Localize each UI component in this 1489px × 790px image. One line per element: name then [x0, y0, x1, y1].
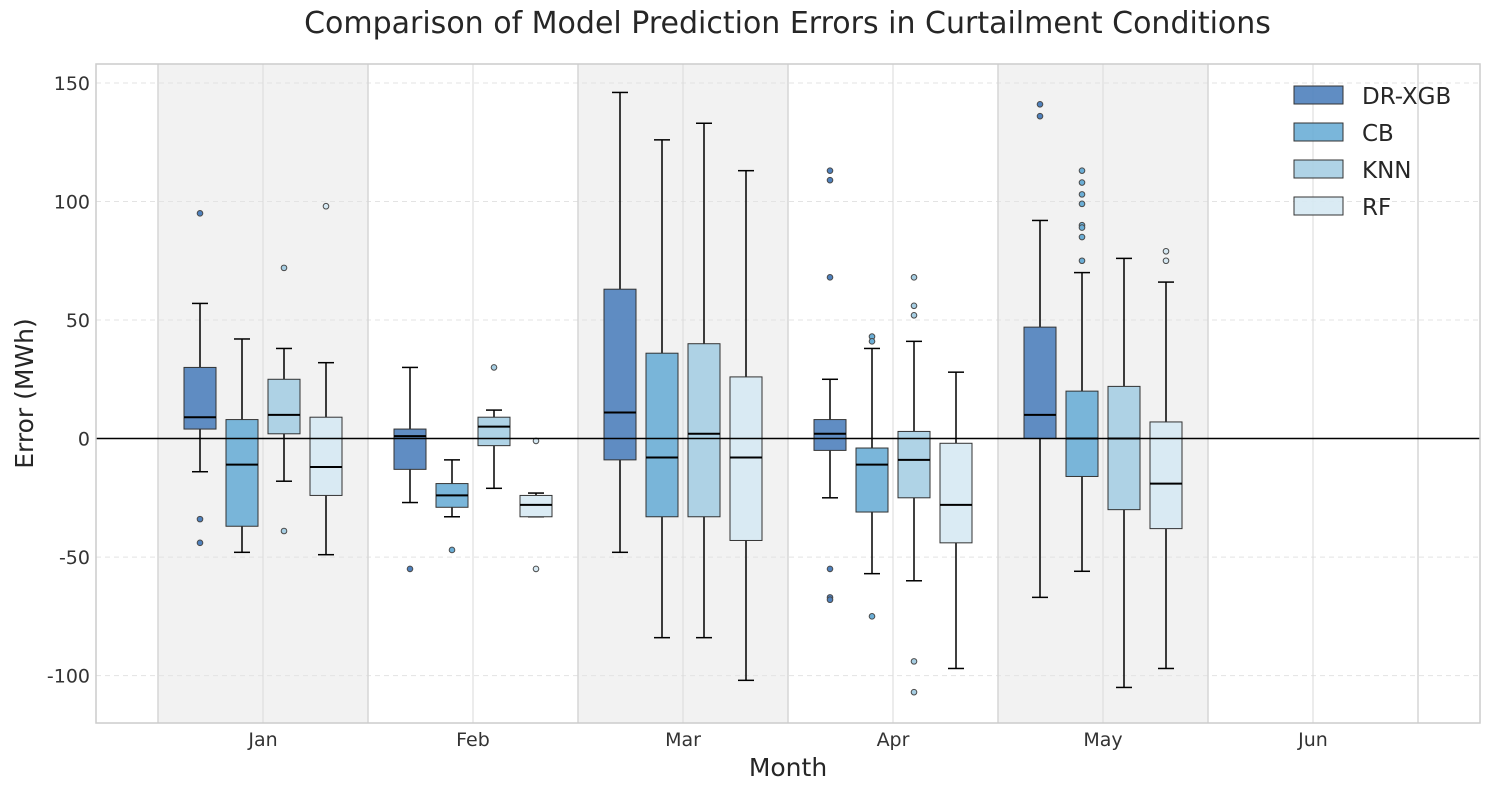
outlier-point: [1078, 224, 1086, 231]
outlier-point: [910, 658, 918, 665]
x-tick-label-apr: Apr: [877, 729, 910, 751]
box-dr-xgb-jan: [183, 366, 217, 430]
box-cb-may: [1065, 390, 1099, 477]
legend-label-dr-xgb: DR-XGB: [1362, 84, 1451, 110]
chart-title: Comparison of Model Prediction Errors in…: [304, 6, 1271, 41]
box-cb-mar: [645, 352, 679, 518]
legend-label-knn: KNN: [1362, 158, 1412, 184]
box-knn-may: [1107, 385, 1141, 511]
outlier-point: [868, 613, 876, 620]
y-tick-label: 100: [54, 191, 90, 213]
x-tick-label-may: May: [1083, 729, 1122, 751]
outlier-point: [1078, 200, 1086, 208]
box-rf-apr: [939, 442, 973, 544]
outlier-point: [1078, 179, 1086, 186]
box-knn-mar: [687, 343, 721, 518]
outlier-point: [196, 539, 204, 547]
box-knn-apr: [897, 430, 931, 499]
y-tick-label: 50: [66, 310, 90, 332]
y-axis-label: Error (MWh): [10, 318, 39, 469]
outlier-point: [826, 565, 834, 573]
outlier-point: [826, 176, 834, 184]
y-tick-label: -50: [59, 547, 90, 569]
outlier-point: [490, 364, 498, 371]
x-tick-label-jun: Jun: [1297, 729, 1328, 751]
box-dr-xgb-feb: [393, 428, 427, 470]
x-tick-label-jan: Jan: [247, 729, 277, 751]
legend-label-rf: RF: [1362, 195, 1391, 221]
outlier-point: [448, 546, 456, 554]
outlier-point: [1078, 191, 1086, 198]
outlier-point: [1078, 257, 1086, 265]
outlier-point: [196, 210, 204, 217]
box-dr-xgb-may: [1023, 326, 1057, 440]
outlier-point: [826, 167, 834, 174]
box-rf-may: [1149, 421, 1183, 530]
y-tick-label: 150: [54, 73, 90, 95]
outlier-point: [196, 515, 204, 523]
legend-swatch-cb: [1293, 122, 1344, 142]
legend-swatch-dr-xgb: [1293, 85, 1344, 105]
box-rf-feb: [519, 494, 553, 518]
outlier-point: [1078, 233, 1086, 241]
x-axis-label: Month: [749, 753, 827, 782]
box-dr-xgb-mar: [603, 288, 637, 461]
box-cb-jan: [225, 419, 259, 527]
outlier-point: [280, 527, 288, 535]
y-tick-label: 0: [78, 429, 90, 451]
box-cb-apr: [855, 447, 889, 513]
outlier-point: [910, 274, 918, 281]
outlier-point: [1162, 247, 1170, 255]
legend-label-cb: CB: [1362, 121, 1394, 147]
outlier-point: [1036, 100, 1044, 108]
outlier-point: [532, 565, 540, 573]
outlier-point: [406, 565, 414, 573]
outlier-point: [280, 264, 288, 272]
box-rf-jan: [309, 416, 343, 496]
outlier-point: [1078, 167, 1086, 174]
x-tick-label-mar: Mar: [665, 729, 701, 751]
y-tick-label: -100: [47, 666, 90, 688]
x-tick-label-feb: Feb: [456, 729, 490, 751]
legend-swatch-knn: [1293, 159, 1344, 179]
outlier-point: [322, 202, 330, 210]
outlier-point: [826, 274, 834, 281]
outlier-point: [910, 311, 918, 319]
box-knn-feb: [477, 416, 511, 447]
box-rf-mar: [729, 376, 763, 541]
plot-frame: [95, 63, 1481, 724]
box-dr-xgb-apr: [813, 419, 847, 451]
legend-swatch-rf: [1293, 196, 1344, 216]
outlier-point: [1036, 112, 1044, 120]
outlier-point: [868, 338, 876, 345]
outlier-point: [910, 688, 918, 696]
outlier-point: [910, 302, 918, 310]
outlier-point: [1162, 257, 1170, 265]
outlier-point: [826, 596, 834, 604]
box-knn-jan: [267, 378, 301, 435]
